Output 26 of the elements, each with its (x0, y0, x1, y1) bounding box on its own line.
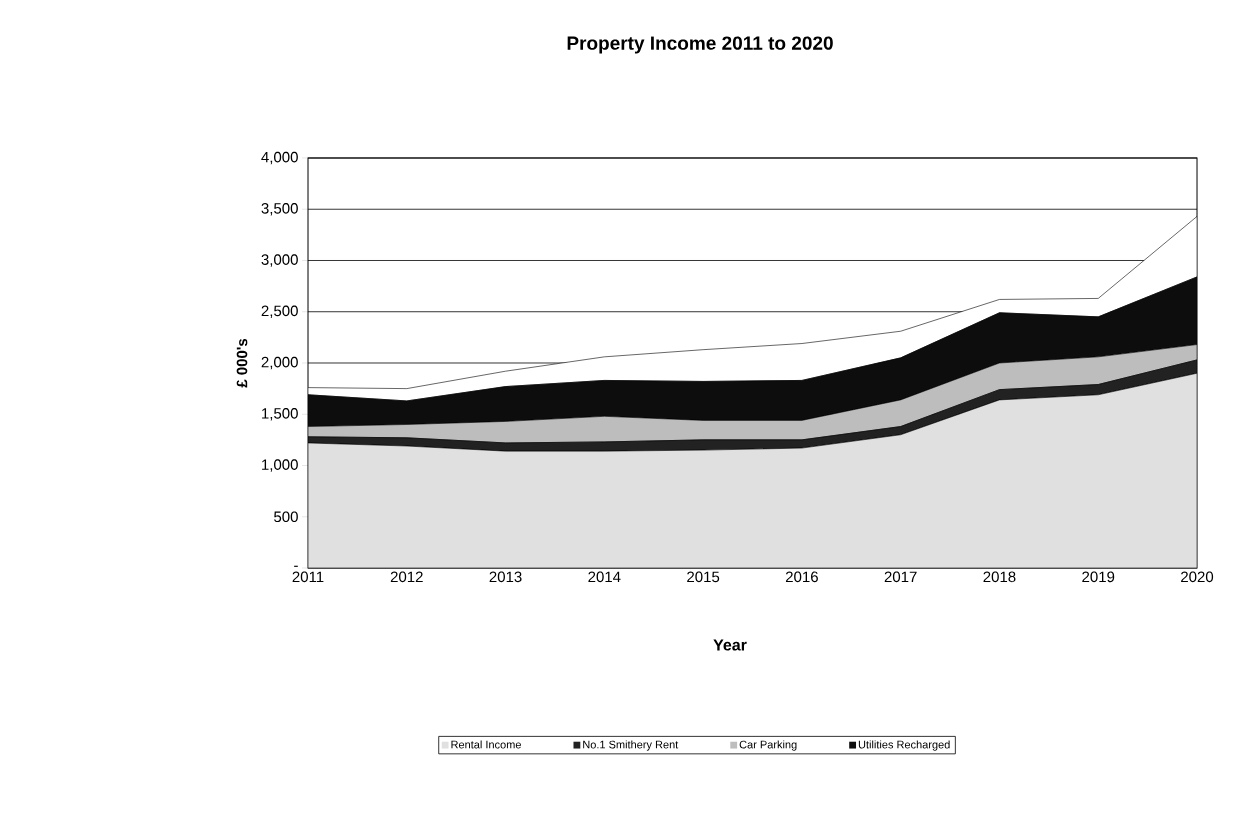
legend-label: Utilities Recharged (858, 740, 950, 751)
x-tick-label: 2013 (489, 571, 522, 583)
x-tick-label: 2019 (1082, 571, 1115, 583)
y-tick-label: 2,000 (261, 356, 298, 370)
x-tick-label: 2015 (687, 571, 720, 583)
y-tick-label: 1,000 (262, 459, 298, 472)
y-tick-label: 500 (274, 511, 298, 523)
x-tick-label: 2011 (292, 571, 324, 583)
x-tick-label: 2017 (884, 571, 917, 583)
y-tick-label: 2,500 (261, 305, 298, 318)
legend-label: Car Parking (739, 740, 797, 751)
chart-title: Property Income 2011 to 2020 (567, 36, 833, 54)
y-tick-label: - (294, 565, 298, 567)
x-tick-label: 2016 (785, 571, 818, 583)
y-axis-title: £ 000's (236, 338, 248, 388)
x-tick-label: 2020 (1181, 571, 1214, 583)
y-tick-label: 3,000 (261, 254, 298, 267)
x-axis-title: Year (713, 639, 747, 651)
y-tick-label: 3,500 (261, 203, 298, 216)
legend-label: Rental Income (451, 740, 521, 749)
y-tick-label: 4,000 (261, 151, 298, 165)
x-tick-label: 2018 (983, 571, 1016, 583)
legend-label: No.1 Smithery Rent (583, 740, 679, 751)
x-tick-label: 2012 (390, 571, 423, 583)
y-tick-label: 1,500 (262, 408, 298, 421)
x-tick-label: 2014 (588, 571, 621, 583)
